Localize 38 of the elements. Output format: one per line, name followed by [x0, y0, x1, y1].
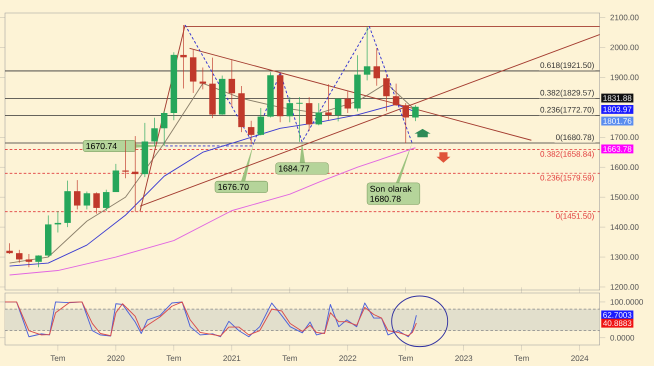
- y-tick-label: 100.0000: [610, 299, 644, 305]
- text: 40.8883: [603, 320, 632, 326]
- x-tick-label: 2024: [571, 355, 588, 362]
- x-tick-label: 2020: [107, 355, 124, 362]
- ref-line-label: 0.236(1772.70): [540, 106, 594, 114]
- x-tick-label: Tem: [514, 355, 529, 361]
- y-tick-label: 1200.00: [610, 284, 639, 290]
- x-tick-label: Tem: [166, 355, 181, 361]
- y-tick-label: 0.0000: [610, 334, 634, 341]
- ref-line-label: 0.382(1829.57): [540, 90, 594, 98]
- text: 1831.88: [603, 95, 632, 101]
- text: 1801.76: [603, 118, 632, 124]
- ref-line-label: 0.236(1579.59): [540, 174, 594, 182]
- ref-line-label: 0.618(1921.50): [540, 62, 594, 70]
- y-tick-label: 2100.00: [610, 14, 639, 20]
- y-tick-label: 1900.00: [610, 74, 639, 80]
- text: 1803.97: [603, 106, 632, 112]
- y-tick-label: 2000.00: [610, 44, 639, 50]
- y-tick-label: 1300.00: [610, 254, 639, 260]
- x-tick-label: Tem: [282, 355, 297, 361]
- x-tick-label: 2022: [339, 355, 356, 362]
- ref-line-label: 0(1451.50): [556, 212, 594, 220]
- y-tick-label: 1700.00: [610, 134, 639, 140]
- text: 1663.78: [603, 146, 632, 152]
- x-tick-label: 2023: [455, 355, 472, 362]
- annotation: 1670.74: [86, 142, 117, 150]
- annotation: 1684.77: [278, 165, 310, 172]
- x-tick-label: 2021: [223, 355, 240, 362]
- x-tick-label: Tem: [50, 355, 65, 361]
- annotation: Son olarak 1680.78: [370, 186, 412, 202]
- ref-line-label: 0.382(1658.84): [540, 150, 594, 158]
- y-tick-label: 1400.00: [610, 224, 639, 230]
- annotation: 1676.70: [218, 184, 249, 190]
- ref-line-label: 0(1680.78): [556, 134, 594, 142]
- text: 62.7003: [603, 312, 632, 318]
- y-tick-label: 1500.00: [610, 194, 639, 200]
- x-tick-label: Tem: [398, 355, 413, 361]
- y-tick-label: 1600.00: [610, 164, 639, 170]
